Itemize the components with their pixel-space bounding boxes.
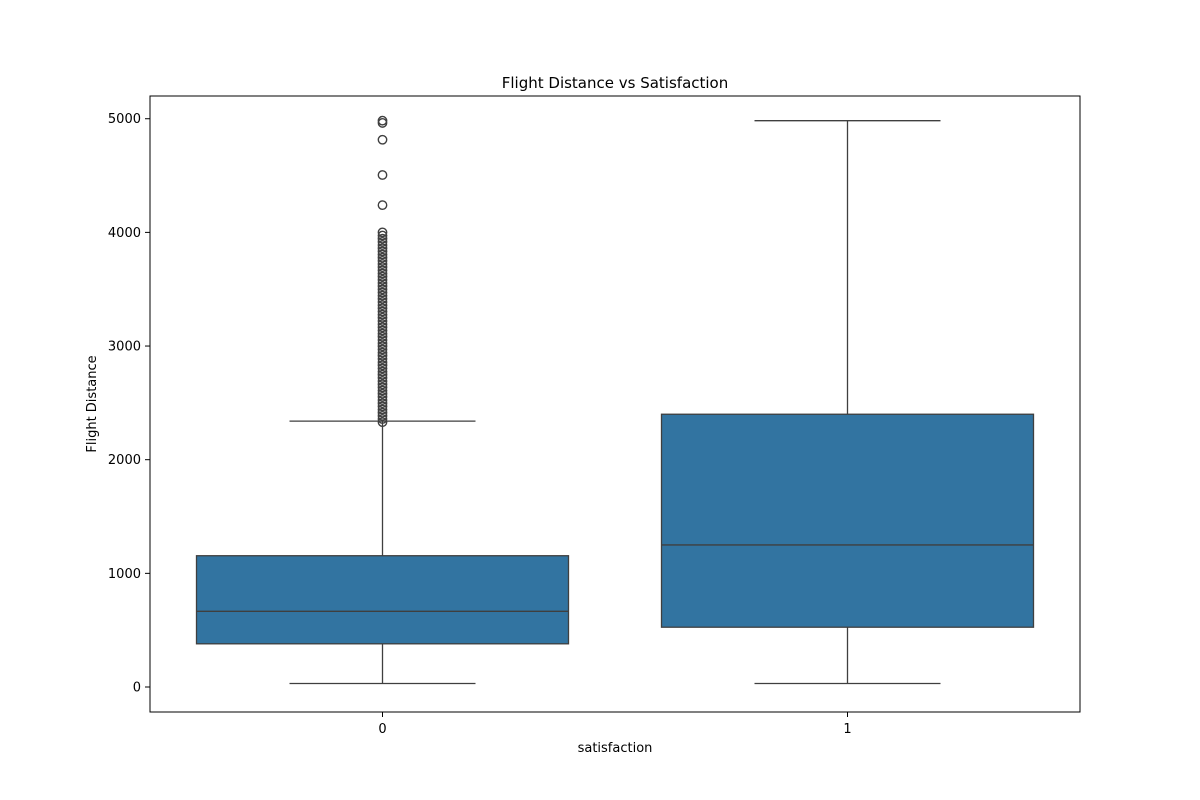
outlier-point <box>377 230 388 241</box>
y-tick-label: 1000 <box>108 567 141 582</box>
chart-title: Flight Distance vs Satisfaction <box>502 74 729 92</box>
y-tick-label: 0 <box>133 680 141 695</box>
outlier-point <box>377 306 388 317</box>
box-group-1 <box>660 120 1035 685</box>
outlier-point <box>377 341 388 352</box>
outlier-point <box>377 363 388 374</box>
outlier-point <box>377 278 388 288</box>
x-tick-label: 0 <box>378 722 386 737</box>
outlier-point <box>377 319 388 330</box>
outlier-point <box>377 290 388 301</box>
outlier-point <box>377 414 388 424</box>
outlier-point <box>377 366 388 377</box>
outlier-point <box>377 407 388 418</box>
outlier-point <box>377 240 388 250</box>
outlier-point <box>377 395 388 405</box>
outlier-point <box>377 376 388 386</box>
outlier-point <box>377 388 388 399</box>
outlier-point <box>377 255 388 266</box>
outlier-point <box>377 325 388 336</box>
outlier-point <box>377 243 388 254</box>
outlier-point <box>377 379 388 390</box>
y-axis-label: Flight Distance <box>85 355 100 452</box>
outlier-point <box>377 385 388 396</box>
iqr-box <box>195 555 570 645</box>
outlier-point <box>377 170 388 180</box>
outlier-point <box>377 287 388 298</box>
outlier-point <box>377 369 388 380</box>
outlier-point <box>377 312 388 323</box>
outlier-point <box>377 335 388 345</box>
outlier-point <box>377 338 388 349</box>
outlier-point <box>377 274 388 285</box>
outlier-point <box>377 284 388 295</box>
outlier-point <box>377 350 388 361</box>
outlier-point <box>377 309 388 320</box>
y-tick-label: 5000 <box>108 112 141 127</box>
outlier-point <box>377 391 388 402</box>
y-tick-label: 3000 <box>108 340 141 355</box>
outlier-point <box>377 262 388 273</box>
outlier-point <box>377 401 388 412</box>
outlier-point <box>377 268 388 279</box>
outlier-point <box>377 344 388 355</box>
outlier-point <box>377 281 388 292</box>
outlier-point <box>377 293 388 304</box>
outlier-point <box>377 417 388 428</box>
outlier-point <box>377 259 388 269</box>
outlier-point <box>377 271 388 282</box>
outlier-point <box>377 297 388 307</box>
x-tick-label: 1 <box>843 722 851 737</box>
iqr-box <box>660 413 1035 628</box>
y-tick-label: 4000 <box>108 226 141 241</box>
outlier-point <box>377 410 388 421</box>
outlier-point <box>377 227 388 238</box>
outlier-point <box>377 233 388 244</box>
outlier-point <box>377 357 388 367</box>
outlier-point <box>377 347 388 358</box>
outlier-point <box>377 331 388 342</box>
outlier-point <box>377 252 388 263</box>
outlier-point <box>377 200 388 211</box>
y-tick-label: 2000 <box>108 453 141 468</box>
x-axis-label: satisfaction <box>578 741 653 756</box>
y-axis: 0 1000 2000 3000 4000 5000 <box>108 112 150 695</box>
outlier-point <box>377 372 388 383</box>
outlier-point <box>377 322 388 333</box>
outlier-point <box>377 236 388 247</box>
box-group-0 <box>195 115 570 685</box>
outlier-point <box>377 303 388 314</box>
outlier-point <box>377 265 388 276</box>
outlier-point <box>377 316 388 326</box>
outlier-point <box>377 360 388 371</box>
outlier-point <box>377 382 388 393</box>
outlier-point <box>377 249 388 260</box>
outlier-point <box>377 134 388 145</box>
outlier-point <box>377 300 388 311</box>
outlier-point <box>377 398 388 409</box>
plot-frame <box>149 95 1081 713</box>
outlier-point <box>377 246 388 257</box>
outlier-point <box>377 328 388 339</box>
plot-marks <box>195 115 1035 685</box>
outlier-point <box>377 354 388 364</box>
outlier-point <box>377 115 388 126</box>
outlier-point <box>377 404 388 415</box>
